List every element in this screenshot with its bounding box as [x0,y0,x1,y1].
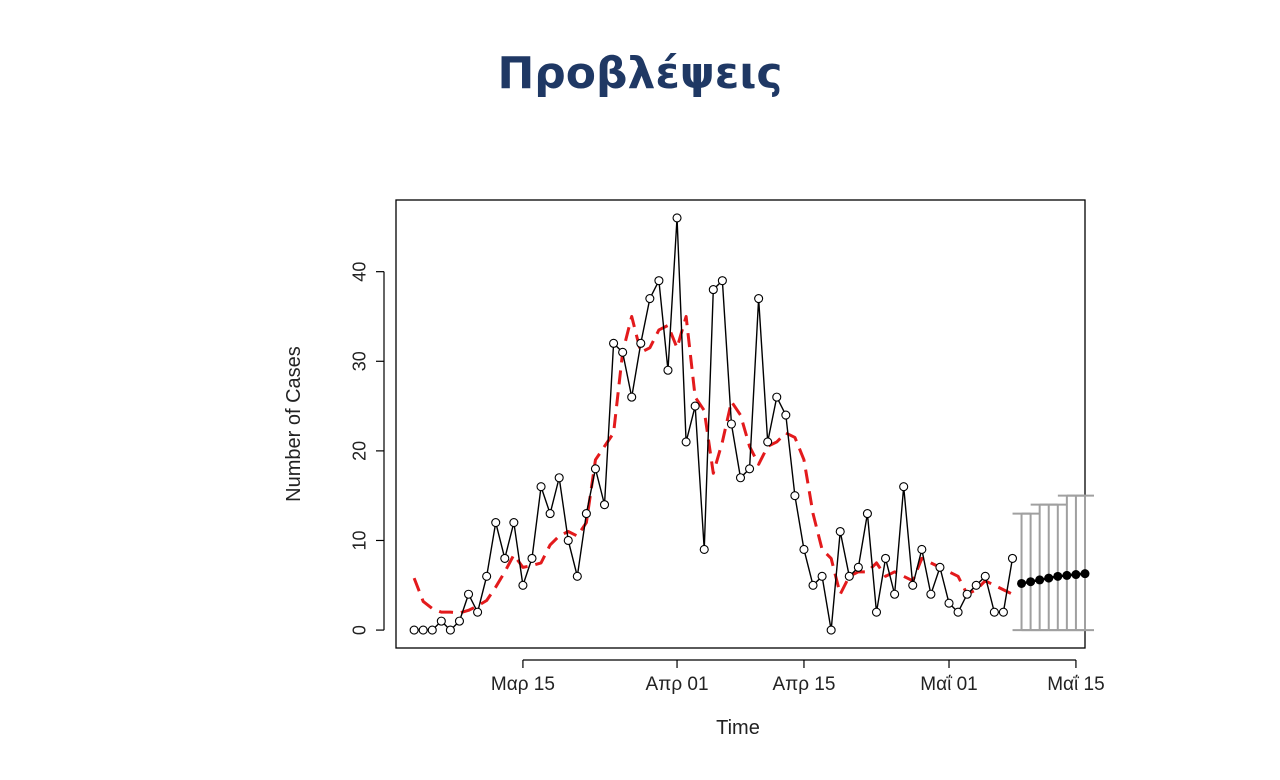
observed-point [745,464,755,474]
y-axis-label: Number of Cases [283,346,305,502]
observed-point [998,607,1008,617]
forecast-point [1080,569,1090,579]
observed-point [500,553,510,563]
observed-point [627,392,637,402]
observed-point [763,437,773,447]
observed-point [790,491,800,501]
y-tick-label: 20 [349,441,369,461]
fitted-line [412,314,1014,615]
observed-point [545,509,555,519]
forecast-point [1053,571,1063,581]
observed-point [772,392,782,402]
observed-point [418,625,428,635]
observed-point [518,580,528,590]
observed-point [681,437,691,447]
observed-point [826,625,836,635]
observed-point [717,276,727,286]
x-axis: Μαρ 15 Απρ 01 Απρ 15 Μαΐ 01 Μαΐ 15 [491,659,1105,695]
observed-point [690,401,700,411]
forecast-point [1071,570,1081,580]
observed-point [917,544,927,554]
observed-point [599,500,610,510]
fitted-series [412,314,1014,615]
observed-point [899,482,909,492]
observed-point [980,571,990,581]
observed-point [754,294,764,304]
observed-point [808,580,818,590]
observed-point [563,535,573,546]
y-tick-label: 30 [349,351,369,371]
observed-point [708,285,718,295]
observed-point [454,616,465,626]
plot-frame [395,199,1086,649]
forecast-series [1017,569,1090,588]
observed-point [699,544,709,554]
x-tick-label: Μαΐ 15 [1047,674,1104,695]
observed-point [409,625,419,635]
observed-point [962,589,972,599]
observed-point [971,580,981,590]
observed-point [989,607,999,617]
observed-point [935,562,945,572]
x-tick-label: Μαρ 15 [491,674,555,695]
observed-point [482,571,492,581]
observed-point [817,571,827,581]
observed-point [581,509,591,519]
observed-series [409,213,1018,635]
observed-point [1007,553,1018,563]
observed-point [427,625,437,635]
forecast-point [1017,578,1027,588]
observed-point [463,589,474,599]
x-tick-label: Απρ 01 [646,674,709,695]
observed-point [445,625,455,635]
observed-point [436,616,446,626]
observed-point [944,598,954,608]
observed-point [871,607,882,617]
observed-point [672,213,682,223]
y-tick-label: 40 [349,262,369,282]
slide-title: Προβλέψεις [497,48,783,99]
observed-point [853,562,863,572]
x-axis-label: Time [716,717,760,739]
observed-point [654,276,664,286]
observed-point [590,464,600,474]
observed-point [473,607,483,617]
x-tick-label: Μαΐ 01 [920,674,977,695]
observed-point [645,294,655,304]
forecast-point [1035,575,1045,585]
x-tick-label: Απρ 15 [772,674,835,695]
observed-point [926,589,936,599]
observed-point [881,553,891,563]
prediction-intervals [1012,494,1094,632]
observed-point [536,482,546,492]
observed-point [554,473,564,483]
observed-point [726,419,736,429]
observed-line [414,217,1014,632]
forecast-point [1044,573,1054,583]
observed-point [835,526,845,537]
observed-point [735,473,746,483]
observed-point [572,571,582,581]
observed-point [491,518,501,528]
y-tick-label: 0 [349,625,369,635]
observed-point [953,607,963,617]
observed-point [509,518,519,528]
observed-point [799,544,809,554]
forecast-point [1062,570,1072,580]
observed-point [862,509,872,519]
y-tick-label: 10 [349,530,369,550]
observed-point [527,553,537,563]
observed-point [908,580,918,590]
forecast-point [1026,577,1036,587]
observed-point [636,338,646,348]
observed-point [890,589,900,599]
observed-point [609,338,619,348]
observed-point [844,571,854,581]
observed-point [663,365,673,375]
y-axis: 0 10 20 30 40 [349,262,385,635]
observed-point [618,347,628,357]
observed-point [781,410,791,420]
